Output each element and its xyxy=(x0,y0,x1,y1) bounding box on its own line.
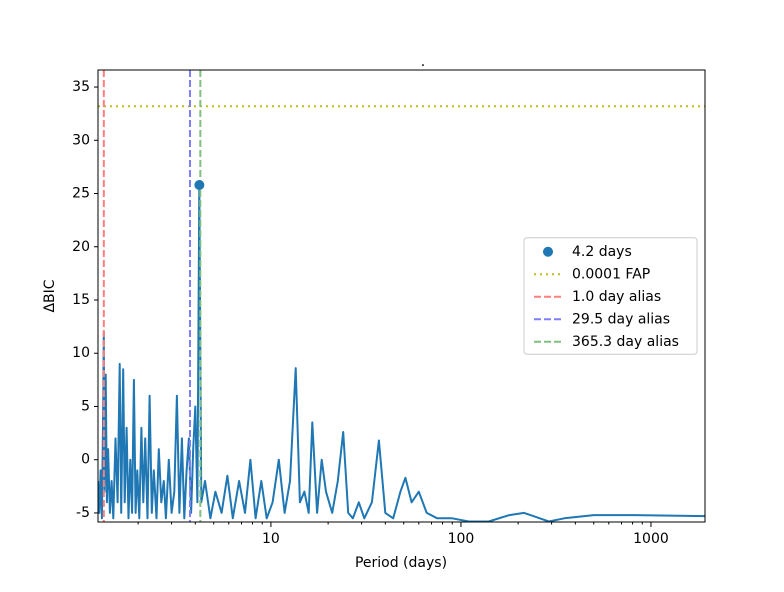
x-tick-label: 10 xyxy=(262,531,280,547)
legend-label: 1.0 day alias xyxy=(572,289,661,305)
legend-label: 365.3 day alias xyxy=(572,334,679,350)
y-tick-label: 15 xyxy=(72,292,90,308)
chart-title: . xyxy=(421,54,425,70)
y-tick-label: 0 xyxy=(81,452,90,468)
peak-point xyxy=(194,179,205,190)
y-tick-label: 25 xyxy=(72,186,90,202)
y-tick-label: 20 xyxy=(72,239,90,255)
y-tick-label: 35 xyxy=(72,79,90,95)
y-tick-label: 10 xyxy=(72,345,90,361)
legend-marker xyxy=(543,246,553,257)
y-axis-label: ΔBIC xyxy=(42,279,58,312)
plot-frame xyxy=(97,69,706,523)
x-tick-label: 1000 xyxy=(633,531,669,547)
axes: -5 0 5 10 15 20 25 30 35 10 100 1000 xyxy=(72,69,706,547)
x-axis-label: Period (days) xyxy=(355,555,447,571)
legend-label: 0.0001 FAP xyxy=(572,266,650,282)
plot-area xyxy=(98,70,705,522)
legend: 4.2 days 0.0001 FAP 1.0 day alias 29.5 day … xyxy=(523,237,698,355)
y-tick-label: 5 xyxy=(81,398,90,414)
y-tick-label: -5 xyxy=(76,505,90,521)
legend-label: 29.5 day alias xyxy=(572,311,670,327)
legend-box xyxy=(523,237,698,355)
y-tick-label: 30 xyxy=(72,132,90,148)
x-tick-label: 100 xyxy=(448,531,475,547)
legend-label: 4.2 days xyxy=(572,244,632,260)
